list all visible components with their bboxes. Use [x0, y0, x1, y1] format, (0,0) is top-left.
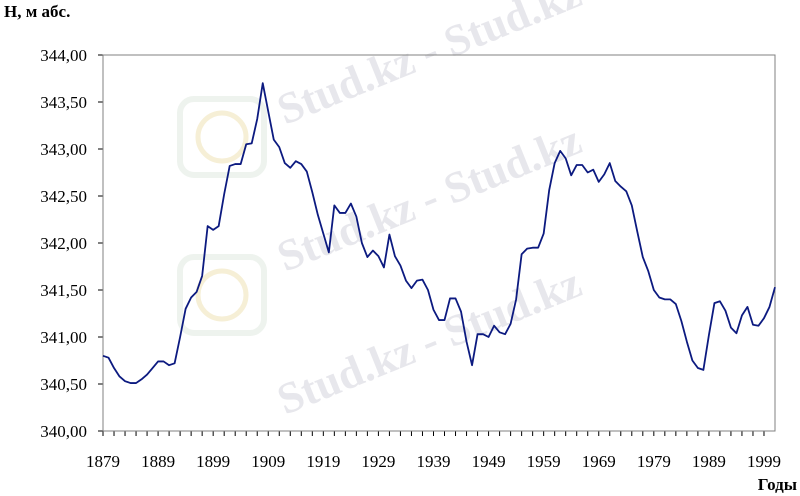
x-tick-label: 1919 [306, 452, 340, 471]
y-tick-label: 341,00 [40, 328, 87, 347]
y-tick-label: 340,50 [40, 375, 87, 394]
x-tick-label: 1949 [472, 452, 506, 471]
y-tick-label: 343,50 [40, 93, 87, 112]
y-tick-label: 340,00 [40, 422, 87, 441]
watermark-logo-ring [195, 110, 249, 164]
x-tick-label: 1969 [582, 452, 616, 471]
y-tick-label: 341,50 [40, 281, 87, 300]
x-tick-label: 1909 [251, 452, 285, 471]
x-axis: 1879 1889 1899 1909 1919 1929 1939 1949 1959 1969… [86, 430, 781, 471]
x-tick-label: 1989 [692, 452, 726, 471]
x-tick-label: 1999 [747, 452, 781, 471]
x-tick-label: 1959 [527, 452, 561, 471]
y-axis: 340,00 340,50 341,00 341,50 342,00 342,50 343,… [40, 46, 104, 441]
x-tick-label: 1889 [141, 452, 175, 471]
series-line [102, 82, 776, 384]
y-tick-label: 344,00 [40, 46, 87, 65]
x-tick-label: 1929 [361, 452, 395, 471]
watermark-logo-icon [177, 254, 267, 336]
x-tick-label: 1899 [196, 452, 230, 471]
watermark-logo-ring [195, 268, 249, 322]
watermark-logo-icon [177, 96, 267, 178]
watermark-text: Stud.kz - Stud.kz [270, 0, 588, 134]
y-axis-label: Н, м абс. [4, 2, 70, 21]
y-tick-label: 342,00 [40, 234, 87, 253]
x-tick-label: 1939 [416, 452, 450, 471]
plot-area-border [102, 54, 776, 432]
x-tick-label: 1979 [637, 452, 671, 471]
watermark-text: Stud.kz - Stud.kz [270, 258, 588, 424]
y-tick-label: 342,50 [40, 187, 87, 206]
y-tick-label: 343,00 [40, 140, 87, 159]
x-tick-label: 1879 [86, 452, 120, 471]
x-axis-label: Годы [758, 475, 797, 494]
watermark-text: Stud.kz - Stud.kz [270, 115, 588, 281]
